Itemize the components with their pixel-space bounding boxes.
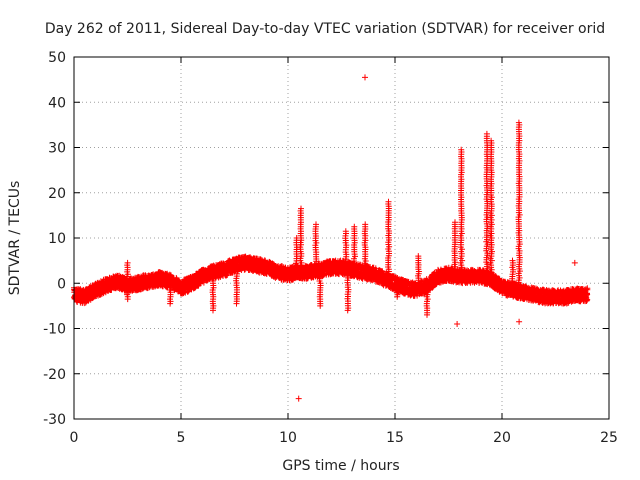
- chart-title: Day 262 of 2011, Sidereal Day-to-day VTE…: [45, 21, 605, 37]
- grid: [74, 57, 609, 419]
- data-points: [71, 74, 591, 402]
